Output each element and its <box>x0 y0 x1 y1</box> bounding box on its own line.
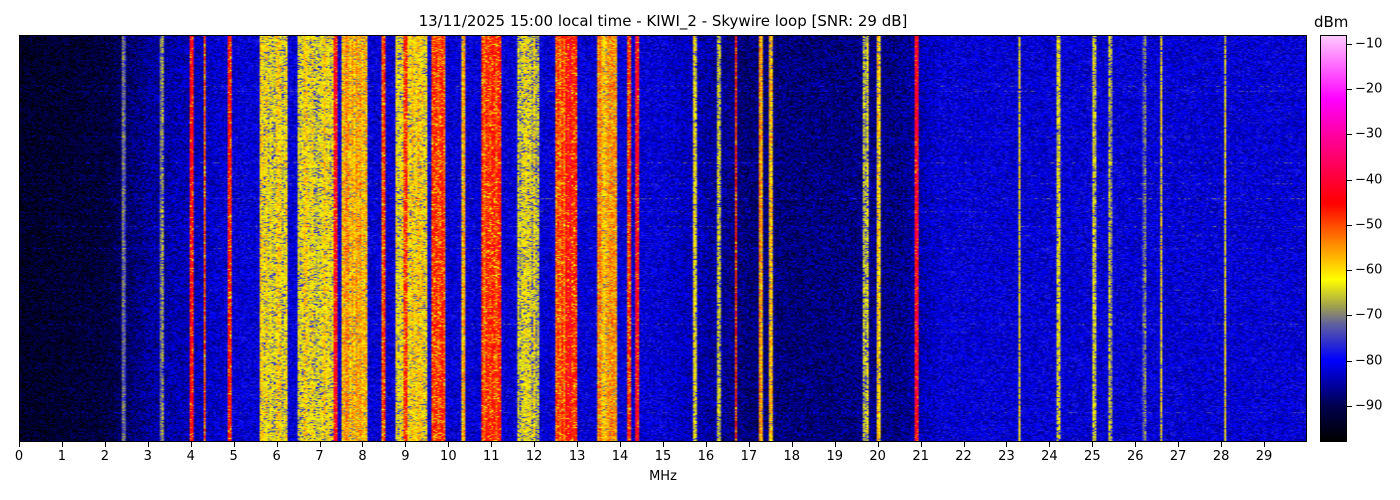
x-tick <box>19 442 20 447</box>
colorbar-tick <box>1347 179 1352 181</box>
x-tick <box>61 442 63 447</box>
x-tick <box>405 442 407 447</box>
colorbar-tick-label: −30 <box>1355 126 1383 142</box>
colorbar-tick <box>1347 405 1352 407</box>
x-tick <box>491 442 493 447</box>
x-tick-label: 18 <box>783 449 801 464</box>
x-tick <box>920 442 922 447</box>
x-tick-label: 13 <box>568 449 586 464</box>
x-tick <box>791 442 793 447</box>
x-tick-label: 17 <box>740 449 758 464</box>
x-tick-label: 10 <box>440 449 457 464</box>
colorbar-tick <box>1347 134 1352 136</box>
x-tick <box>233 442 235 447</box>
x-tick <box>1178 442 1180 447</box>
x-tick <box>190 442 192 447</box>
x-tick-label: 6 <box>272 449 281 464</box>
colorbar-tick-label: −80 <box>1355 353 1383 369</box>
waterfall-heatmap <box>20 36 1306 441</box>
x-tick <box>620 442 622 447</box>
x-tick <box>319 442 321 447</box>
x-tick-label: 9 <box>401 449 410 464</box>
colorbar-gradient <box>1321 36 1346 441</box>
x-tick <box>276 442 278 447</box>
x-tick-label: 12 <box>525 449 543 464</box>
x-tick <box>1006 442 1008 447</box>
colorbar-tick <box>1347 89 1352 91</box>
x-tick <box>1264 442 1266 447</box>
chart-title: 13/11/2025 15:00 local time - KIWI_2 - S… <box>418 12 908 30</box>
x-tick <box>534 442 536 447</box>
colorbar-tick <box>1347 360 1352 362</box>
x-tick <box>834 442 836 447</box>
x-tick-label: 16 <box>697 449 715 464</box>
x-tick-label: 22 <box>955 449 972 464</box>
x-tick <box>577 442 579 447</box>
x-tick-label: 19 <box>826 449 843 464</box>
x-tick-label: 23 <box>998 449 1015 464</box>
x-tick-label: 15 <box>654 449 672 464</box>
colorbar-tick <box>1347 224 1352 226</box>
x-tick <box>1135 442 1137 447</box>
x-tick <box>877 442 879 447</box>
x-tick <box>963 442 965 447</box>
x-tick-label: 5 <box>229 449 238 464</box>
colorbar-tick <box>1347 270 1352 272</box>
colorbar-tick-label: −90 <box>1355 398 1383 414</box>
x-tick-label: 1 <box>57 449 67 464</box>
x-tick-label: 29 <box>1255 449 1273 464</box>
x-tick-label: 20 <box>869 449 886 464</box>
x-tick-label: 27 <box>1169 449 1187 464</box>
x-tick <box>663 442 664 447</box>
x-tick-label: 7 <box>315 449 324 464</box>
colorbar-tick-label: −10 <box>1355 36 1383 52</box>
x-tick <box>147 442 149 447</box>
colorbar-tick-label: −20 <box>1355 81 1383 97</box>
x-tick-label: 2 <box>100 449 109 464</box>
x-tick-label: 21 <box>912 449 929 464</box>
x-tick-label: 28 <box>1212 449 1230 464</box>
colorbar-tick-label: −40 <box>1355 172 1383 188</box>
x-tick-label: 11 <box>482 449 500 464</box>
colorbar-label: dBm <box>1314 13 1349 31</box>
colorbar-tick-label: −60 <box>1355 262 1383 278</box>
x-tick-label: 14 <box>611 449 629 464</box>
colorbar-tick-label: −50 <box>1355 217 1383 233</box>
x-tick-label: 0 <box>14 449 24 464</box>
x-tick-label: 4 <box>186 449 195 464</box>
x-tick <box>705 442 707 447</box>
x-tick <box>104 442 106 447</box>
waterfall-plot <box>19 35 1307 442</box>
x-tick-label: 8 <box>358 449 367 464</box>
x-tick <box>1049 442 1051 447</box>
x-tick-label: 26 <box>1126 449 1144 464</box>
x-tick <box>1221 442 1223 447</box>
x-tick-label: 3 <box>143 449 152 464</box>
x-tick <box>362 442 364 447</box>
colorbar-tick-label: −70 <box>1355 307 1383 323</box>
x-axis-label: MHz <box>649 469 677 484</box>
colorbar <box>1320 35 1347 442</box>
x-tick <box>1092 442 1094 447</box>
x-tick-label: 25 <box>1084 449 1101 464</box>
x-tick <box>448 442 450 447</box>
colorbar-tick <box>1347 44 1352 46</box>
x-tick <box>748 442 750 447</box>
colorbar-tick <box>1347 315 1352 317</box>
x-tick-label: 24 <box>1041 449 1058 464</box>
